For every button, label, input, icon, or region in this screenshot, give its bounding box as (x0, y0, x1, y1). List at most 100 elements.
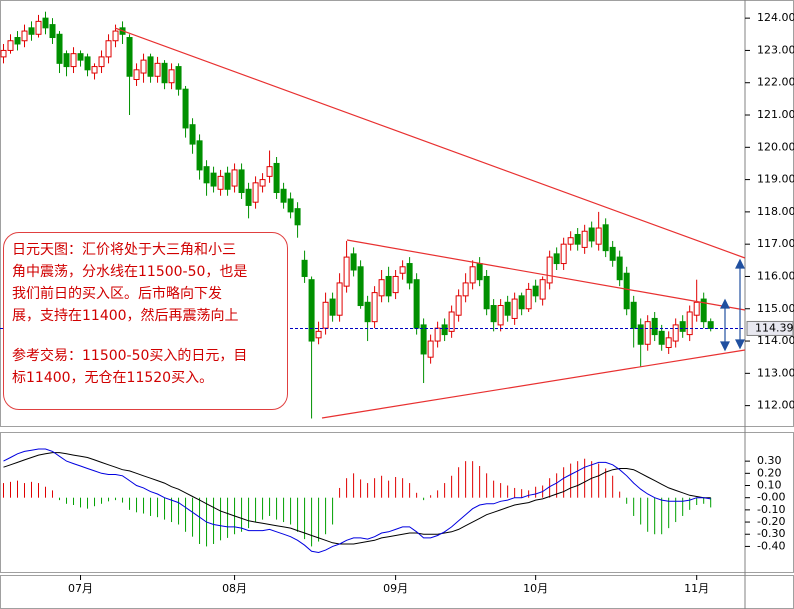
candle-body (350, 253, 357, 271)
candle-body (518, 295, 525, 310)
annotation-line: 展，支持在11400，然后再震荡向上 (12, 308, 239, 324)
y-tick-label: 115.00 (757, 302, 794, 315)
candle-body (287, 198, 294, 213)
candle-body (14, 37, 21, 45)
candle-body (70, 53, 77, 68)
candle-body (245, 188, 252, 206)
y-tick-label: 121.00 (757, 108, 794, 121)
y-tick-label: 122.00 (757, 76, 794, 89)
candle-body (343, 256, 350, 287)
y-tick-label: 0.10 (757, 479, 782, 492)
candle-body (196, 140, 203, 171)
y-tick-label: 116.00 (757, 269, 794, 282)
candle-body (595, 227, 602, 245)
x-tick-label: 08月 (222, 582, 247, 595)
candle-body (672, 324, 679, 342)
candle-body (532, 285, 539, 297)
y-tick-label: 117.00 (757, 237, 794, 250)
candle-body (161, 62, 168, 84)
candle-body (546, 256, 553, 284)
x-tick-label: 11月 (684, 582, 709, 595)
y-tick-label: 114.00 (757, 334, 794, 347)
candle-body (539, 279, 546, 300)
small-triangle-upper (346, 239, 746, 311)
candle-body (224, 172, 231, 190)
range-arrows (720, 258, 745, 352)
candle-body (476, 263, 483, 281)
y-tick-label: 0.20 (757, 466, 782, 479)
candle-body (658, 330, 665, 345)
candle-body (63, 53, 70, 68)
big-triangle-upper (114, 27, 746, 259)
dif-line (3, 448, 711, 554)
candle-body (280, 188, 287, 203)
y-tick-label: 118.00 (757, 205, 794, 218)
candle-body (168, 69, 175, 84)
candle-body (238, 169, 245, 194)
candle-body (182, 88, 189, 129)
candle-body (525, 288, 532, 310)
candle-body (581, 230, 588, 248)
candle-body (679, 321, 686, 332)
candle-body (637, 324, 644, 345)
candle-body (413, 279, 420, 329)
candle-body (147, 56, 154, 77)
candle-body (707, 321, 714, 329)
candle-body (392, 275, 399, 294)
candle-body (623, 272, 630, 310)
triangle-lower (321, 349, 746, 419)
last-price-label: 114.39 (755, 321, 794, 334)
candle-body (315, 330, 322, 339)
candle-body (273, 162, 280, 194)
y-tick-label: 113.00 (757, 366, 794, 379)
candle-body (210, 172, 217, 187)
candle-body (504, 301, 511, 316)
candle-body (651, 317, 658, 336)
candle-body (7, 40, 14, 51)
arrow-heads (735, 258, 745, 350)
plot-layer: 112.00 113.00 114.00 115.00 116.00 117.00 118.… (0, 11, 794, 595)
candle-body (406, 263, 413, 284)
candle-body (371, 292, 378, 323)
y-tick-label: 112.00 (757, 399, 794, 412)
candle-body (588, 227, 595, 242)
y-tick-label: -0.30 (757, 527, 785, 540)
trend-lines (114, 27, 746, 419)
candle-body (301, 259, 308, 277)
candle-body (231, 169, 238, 187)
candle-body (175, 66, 182, 90)
candle-body (329, 298, 336, 316)
arrow-heads (720, 298, 730, 352)
candle-body (616, 256, 623, 281)
annotation-line: 日元天图：汇价将处于大三角和小三 (12, 242, 236, 258)
candle-body (553, 253, 560, 265)
candle-body (560, 243, 567, 265)
candle-body (434, 327, 441, 342)
candle-body (602, 224, 609, 252)
candle-body (294, 208, 301, 226)
candle-body (49, 24, 56, 39)
last-price-box (746, 320, 794, 336)
y-tick-label: 120.00 (757, 140, 794, 153)
candle-body (105, 40, 112, 58)
y-tick-label: -0.10 (757, 503, 785, 516)
candle-body (700, 298, 707, 323)
time-axis (0, 575, 794, 609)
candle-body (98, 56, 105, 68)
candle-body (203, 166, 210, 184)
candle-body (42, 17, 49, 29)
candle-body (399, 266, 406, 274)
x-tick-label: 07月 (68, 582, 93, 595)
candle-body (0, 49, 7, 58)
candle-body (686, 311, 693, 336)
candle-body (91, 66, 98, 74)
candle-body (455, 295, 462, 316)
candle-body (259, 179, 266, 187)
candle-body (357, 266, 364, 307)
candle-body (133, 69, 140, 80)
annotation-box: 日元天图：汇价将处于大三角和小三 角中震荡，分水线在11500-50，也是 我们… (3, 232, 288, 410)
x-tick-label: 10月 (523, 582, 548, 595)
y-tick-label: 123.00 (757, 43, 794, 56)
